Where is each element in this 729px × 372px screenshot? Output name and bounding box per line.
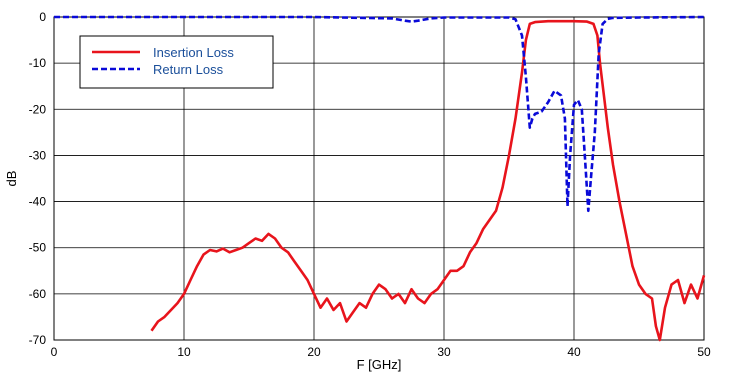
y-tick-label: -40 bbox=[29, 195, 47, 209]
y-tick-label: -60 bbox=[29, 287, 47, 301]
y-tick-label: -10 bbox=[29, 56, 47, 70]
x-tick-label: 10 bbox=[177, 345, 191, 359]
y-tick-label: -70 bbox=[29, 333, 47, 347]
x-tick-label: 0 bbox=[51, 345, 58, 359]
y-tick-label: -20 bbox=[29, 102, 47, 116]
legend-box bbox=[79, 35, 274, 89]
y-axis-title: dB bbox=[4, 171, 19, 187]
legend-label-insertion-loss: Insertion Loss bbox=[153, 45, 234, 60]
series-line-insertion-loss bbox=[150, 19, 706, 342]
x-tick-label: 40 bbox=[567, 345, 581, 359]
y-tick-label: -50 bbox=[29, 241, 47, 255]
series-line-return-loss bbox=[54, 15, 705, 213]
x-tick-label: 30 bbox=[437, 345, 451, 359]
series-layer bbox=[54, 15, 706, 342]
y-tick-label: -30 bbox=[29, 148, 47, 162]
tick-labels: 0 10 20 30 40 50 0 -10 -20 -30 -40 -50 -60 -70 bbox=[29, 10, 711, 359]
x-axis-title: F [GHz] bbox=[357, 357, 402, 372]
legend: Insertion Loss Return Loss bbox=[79, 35, 274, 89]
x-tick-label: 20 bbox=[307, 345, 321, 359]
x-tick-label: 50 bbox=[697, 345, 711, 359]
legend-label-return-loss: Return Loss bbox=[153, 62, 224, 77]
y-tick-label: 0 bbox=[39, 10, 46, 24]
